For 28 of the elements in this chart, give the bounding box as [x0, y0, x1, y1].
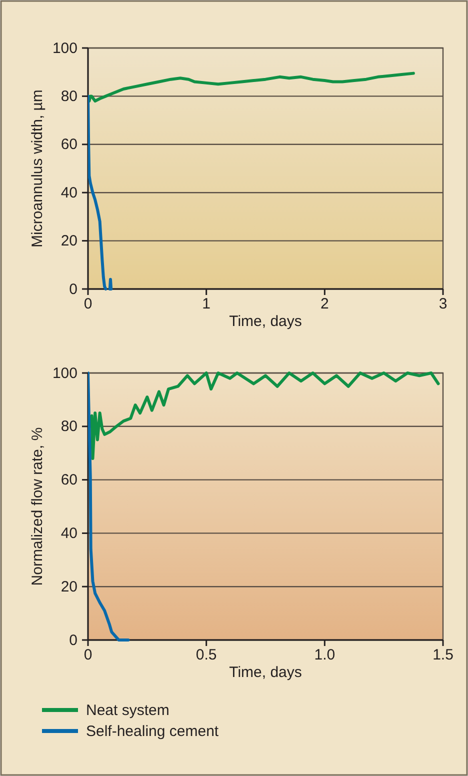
x-axis-title: Time, days [229, 664, 302, 681]
x-tick-label: 1.0 [314, 646, 336, 664]
y-tick-label: 100 [52, 364, 78, 382]
x-axis-title: Time, days [229, 313, 302, 330]
y-axis-title: Normalized flow rate, % [29, 427, 46, 586]
x-tick-label: 0 [84, 646, 92, 664]
y-tick-label: 60 [60, 472, 78, 489]
line-series [88, 372, 440, 460]
y-axis-title: Microannulus width, µm [29, 90, 46, 248]
y-tick-label: 0 [69, 632, 78, 649]
y-tick-label: 40 [60, 184, 78, 202]
legend-label: Neat system [86, 702, 170, 719]
x-tick-label: 3 [438, 296, 448, 313]
y-tick-label: 60 [60, 136, 78, 154]
y-tick-label: 20 [60, 578, 78, 596]
x-tick-label: 1 [202, 296, 211, 313]
line-series [88, 72, 415, 103]
y-tick-label: 0 [69, 280, 78, 298]
x-tick-label: 0.5 [196, 646, 217, 664]
x-tick-label: 1.5 [432, 646, 454, 664]
y-tick-label: 40 [60, 525, 78, 542]
y-tick-label: 20 [60, 232, 78, 250]
y-tick-label: 80 [60, 88, 78, 105]
x-tick-label: 0 [84, 296, 92, 313]
y-tick-label: 80 [60, 418, 78, 436]
x-tick-label: 2 [320, 296, 329, 313]
legend-label: Self-healing cement [86, 723, 220, 740]
y-tick-label: 100 [52, 40, 78, 57]
